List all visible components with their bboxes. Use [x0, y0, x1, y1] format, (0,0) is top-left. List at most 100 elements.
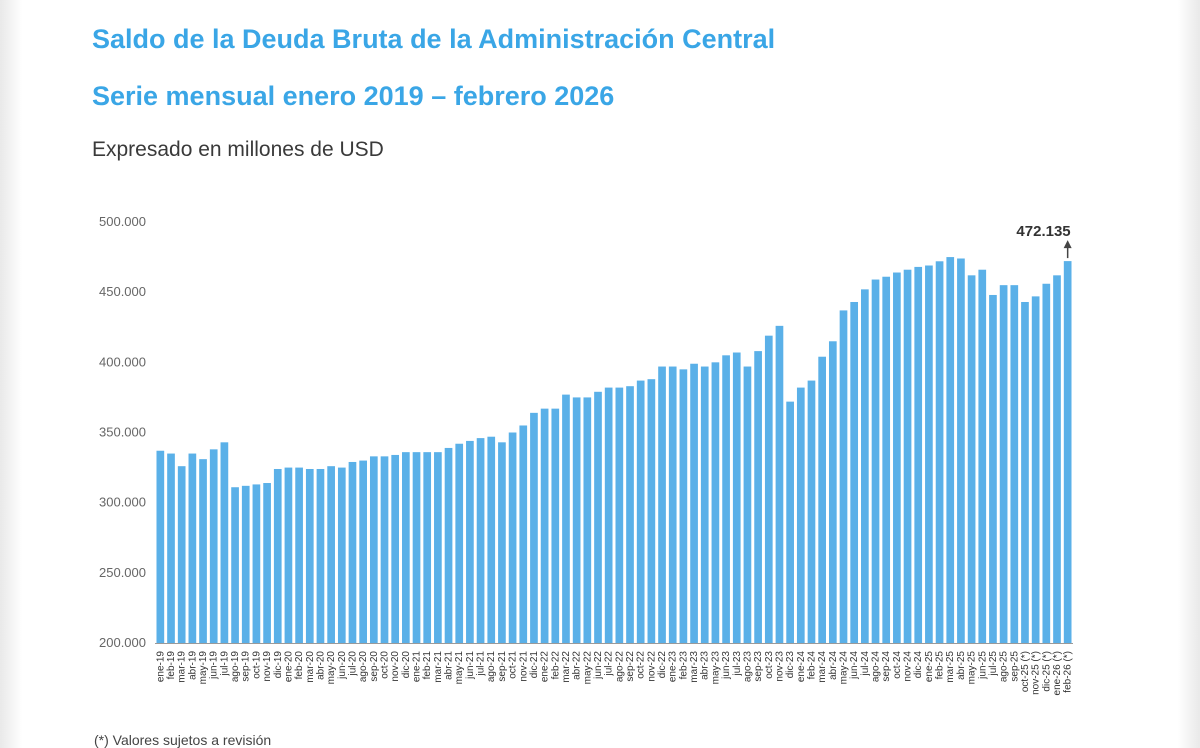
x-tick-label: may-20	[326, 651, 337, 685]
bar	[241, 485, 250, 643]
x-tick-label: dic-25 (*)	[1041, 651, 1052, 692]
bar	[700, 366, 709, 643]
bar	[572, 397, 581, 643]
x-tick-label: oct-24	[892, 651, 903, 679]
bar	[999, 285, 1008, 643]
x-tick-label: mar-25	[945, 651, 956, 683]
bar	[295, 467, 303, 643]
x-tick-label: mar-23	[689, 651, 700, 683]
right-frame-edge	[1178, 0, 1200, 748]
x-tick-label: oct-23	[764, 651, 775, 679]
bar	[957, 258, 965, 643]
bar	[359, 460, 367, 643]
x-tick-label: feb-23	[678, 651, 689, 680]
x-tick-label: sep-20	[369, 651, 380, 682]
x-tick-label: ene-23	[668, 651, 679, 683]
bar	[594, 391, 602, 643]
bar	[380, 456, 389, 643]
x-tick-label: mar-24	[817, 651, 828, 683]
bar	[711, 362, 720, 643]
x-tick-label: abr-20	[315, 651, 326, 680]
x-tick-label: feb-21	[422, 651, 433, 680]
bar	[615, 387, 624, 643]
bar	[818, 356, 826, 643]
bar	[925, 265, 933, 643]
bar	[679, 369, 688, 643]
bar	[989, 294, 997, 643]
x-tick-label: may-25	[967, 651, 978, 685]
bar	[786, 401, 794, 643]
x-tick-label: jun-24	[849, 651, 860, 680]
bar	[690, 363, 698, 643]
x-tick-label: may-23	[710, 651, 721, 685]
x-tick-label: ene-19	[155, 651, 166, 683]
x-tick-label: mar-21	[433, 651, 444, 683]
bar	[519, 425, 528, 643]
x-tick-label: mar-20	[305, 651, 316, 683]
bar	[764, 335, 773, 643]
bar	[647, 379, 656, 643]
bar	[583, 397, 592, 643]
x-tick-label: ago-19	[230, 651, 241, 683]
bar	[636, 380, 645, 643]
x-tick-label: abr-24	[828, 651, 839, 680]
bar	[775, 325, 784, 643]
x-tick-label: ene-24	[796, 651, 807, 683]
x-tick-label: abr-25	[956, 651, 967, 680]
bar	[188, 453, 197, 643]
x-tick-label: ago-21	[486, 651, 497, 683]
arrow-head-icon	[1063, 240, 1072, 249]
x-tick-label: ene-21	[412, 651, 423, 683]
x-tick-label: dic-21	[529, 651, 540, 679]
bar	[1063, 261, 1072, 643]
bar	[551, 408, 560, 643]
x-tick-label: nov-20	[390, 651, 401, 682]
bar	[231, 487, 239, 643]
bar	[1042, 283, 1051, 643]
bar	[369, 456, 378, 643]
x-tick-label: nov-21	[518, 651, 529, 682]
bar	[754, 351, 762, 643]
bar	[305, 468, 314, 643]
bar	[871, 279, 880, 643]
x-tick-label: nov-22	[646, 651, 657, 682]
x-tick-label: may-24	[839, 651, 850, 685]
x-tick-label: ago-22	[614, 651, 625, 683]
x-tick-label: jul-21	[476, 651, 487, 677]
x-tick-label: oct-22	[636, 651, 647, 679]
x-tick-label: nov-23	[774, 651, 785, 682]
footnote: (*) Valores sujetos a revisión	[94, 732, 272, 748]
bar	[530, 412, 538, 643]
x-tick-label: jul-24	[860, 651, 871, 677]
x-tick-label: jun-20	[337, 651, 348, 680]
bar	[903, 269, 912, 643]
bar	[668, 366, 677, 643]
x-tick-label: mar-22	[561, 651, 572, 683]
bar	[978, 269, 987, 643]
x-tick-label: ene-22	[540, 651, 551, 683]
x-tick-label: ago-25	[999, 651, 1010, 683]
x-tick-label: abr-22	[572, 651, 583, 680]
x-tick-label: sep-22	[625, 651, 636, 682]
x-tick-label: dic-23	[785, 651, 796, 679]
x-tick-label: abr-19	[187, 651, 198, 680]
x-tick-label: abr-23	[700, 651, 711, 680]
x-tick-label: ago-24	[871, 651, 882, 683]
x-tick-label: sep-19	[241, 651, 252, 682]
bar	[177, 466, 186, 643]
bar	[348, 461, 357, 643]
bar	[252, 484, 261, 643]
x-tick-label: ago-20	[358, 651, 369, 683]
x-tick-label: feb-26 (*)	[1063, 651, 1074, 693]
x-tick-label: oct-19	[251, 651, 262, 679]
x-tick-label: ene-20	[283, 651, 294, 683]
x-tick-label: dic-19	[273, 651, 284, 679]
x-tick-label: feb-24	[806, 651, 817, 680]
bar	[402, 452, 410, 643]
bar	[1010, 285, 1019, 643]
x-tick-label: jul-25	[988, 651, 999, 677]
x-tick-label: feb-22	[550, 651, 561, 680]
bar	[487, 436, 496, 643]
x-tick-label: mar-19	[177, 651, 188, 683]
x-tick-label: jul-23	[732, 651, 743, 677]
